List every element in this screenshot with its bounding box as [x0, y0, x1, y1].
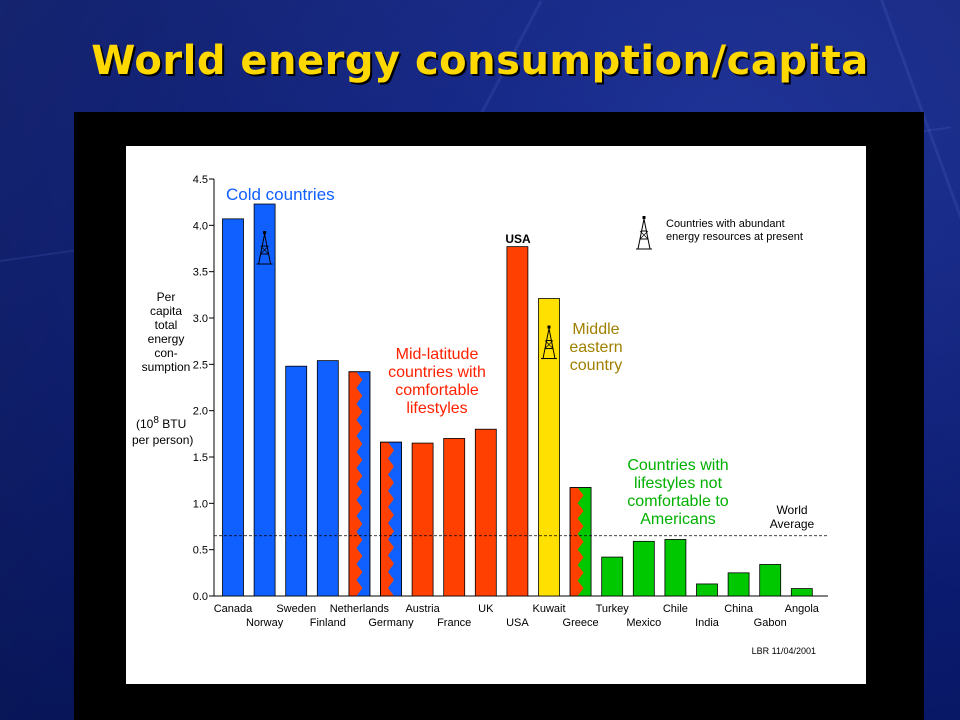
y-label-line: Per	[157, 290, 176, 304]
y-label-line: con-	[154, 346, 177, 360]
bars	[222, 203, 813, 597]
mid-latitude-text: countries with	[388, 364, 486, 381]
bar-chile	[664, 539, 687, 597]
x-tick-label: India	[695, 617, 720, 629]
slide-title: World energy consumption/capita	[91, 38, 869, 84]
y-tick-label: 0.0	[193, 591, 208, 603]
y-unit-line: (108 BTU	[136, 415, 186, 431]
y-tick-label: 3.5	[193, 267, 208, 279]
y-label-line: capita	[150, 304, 182, 318]
world-average-text: World	[776, 503, 807, 517]
y-tick-label: 4.0	[193, 220, 208, 232]
poor-countries-text: lifestyles not	[634, 475, 723, 492]
x-tick-label: Greece	[563, 617, 599, 629]
oil-derrick-icon	[541, 325, 557, 360]
y-tick-label: 2.5	[193, 359, 208, 371]
y-label-line: total	[155, 318, 178, 332]
x-tick-label: Finland	[310, 617, 346, 629]
poor-countries-text: comfortable to	[627, 493, 728, 510]
bar-france	[443, 438, 466, 597]
mid-latitude-text: comfortable	[395, 382, 479, 399]
resource-markers	[256, 231, 557, 360]
cold-countries-text: Cold countries	[226, 185, 335, 204]
oil-derrick-icon	[256, 231, 273, 265]
credit-label: LBR 11/04/2001	[752, 646, 816, 656]
bar-usa	[506, 246, 529, 597]
bar-gabon	[759, 564, 782, 597]
x-tick-label: Chile	[663, 603, 688, 615]
x-tick-labels: Canada Norway Sweden Finland Netherlands Germ…	[214, 603, 820, 629]
poor-countries-text: Countries with	[627, 457, 728, 474]
mid-latitude-text: Mid-latitude	[396, 346, 479, 363]
bar-canada	[222, 218, 244, 597]
x-tick-label: Angola	[785, 603, 820, 615]
x-tick-label: Norway	[246, 617, 284, 629]
oil-derrick-icon	[636, 216, 652, 250]
x-tick-label: Netherlands	[330, 603, 390, 615]
legend-line: energy resources at present	[666, 231, 803, 243]
annotation-cold-countries: Cold countries	[226, 185, 335, 204]
x-tick-label: France	[437, 617, 471, 629]
x-tick-label: Austria	[405, 603, 440, 615]
y-tick-label: 1.5	[193, 452, 208, 464]
x-tick-label: Mexico	[626, 617, 661, 629]
x-tick-label: Sweden	[276, 603, 316, 615]
annotation-usa: USA	[505, 232, 531, 246]
middle-eastern-text: country	[570, 357, 622, 374]
x-tick-label: Germany	[368, 617, 414, 629]
y-tick-label: 0.5	[193, 545, 208, 557]
x-tick-label: China	[724, 603, 754, 615]
y-tick-label: 2.0	[193, 406, 208, 418]
bar-austria	[411, 442, 434, 597]
y-label-line: energy	[148, 332, 185, 346]
energy-bar-chart: 0.0 0.5 1.0 1.5 2.0 2.5 3.0 3.5 4.0 4.5 Percapita…	[132, 174, 828, 656]
y-tick-label: 4.5	[193, 174, 208, 186]
y-label-line: sumption	[142, 360, 191, 374]
y-unit-line: per person)	[132, 433, 193, 447]
oil-derrick-icon	[636, 216, 652, 250]
y-tick-label: 3.0	[193, 313, 208, 325]
mid-latitude-text: lifestyles	[406, 400, 467, 417]
y-ticks: 0.0 0.5 1.0 1.5 2.0 2.5 3.0 3.5 4.0 4.5	[193, 174, 214, 603]
bar-china	[727, 572, 750, 597]
middle-eastern-text: Middle	[572, 321, 619, 338]
x-tick-label: Canada	[214, 603, 253, 615]
y-tick-label: 1.0	[193, 498, 208, 510]
chart-panel: 0.0 0.5 1.0 1.5 2.0 2.5 3.0 3.5 4.0 4.5 Per capita…	[126, 146, 866, 684]
legend-line: Countries with abundant	[666, 218, 785, 230]
bar-angola	[790, 588, 813, 597]
bar-germany	[380, 441, 402, 597]
x-tick-label: Kuwait	[532, 603, 565, 615]
bar-netherlands	[348, 371, 371, 597]
bar-sweden	[285, 365, 308, 597]
bar-uk	[474, 428, 497, 597]
x-tick-label: UK	[478, 603, 494, 615]
bar-mexico	[632, 540, 655, 597]
bar-kuwait	[538, 298, 560, 597]
x-tick-label: Turkey	[596, 603, 630, 615]
bar-greece	[569, 487, 592, 597]
poor-countries-text: Americans	[640, 511, 716, 528]
bar-finland	[316, 360, 339, 597]
x-tick-label: USA	[506, 617, 529, 629]
bar-india	[696, 583, 718, 597]
middle-eastern-text: eastern	[569, 339, 622, 356]
world-average-text: Average	[770, 517, 815, 531]
x-tick-label: Gabon	[754, 617, 787, 629]
bar-norway	[253, 203, 276, 597]
bar-turkey	[601, 556, 624, 597]
